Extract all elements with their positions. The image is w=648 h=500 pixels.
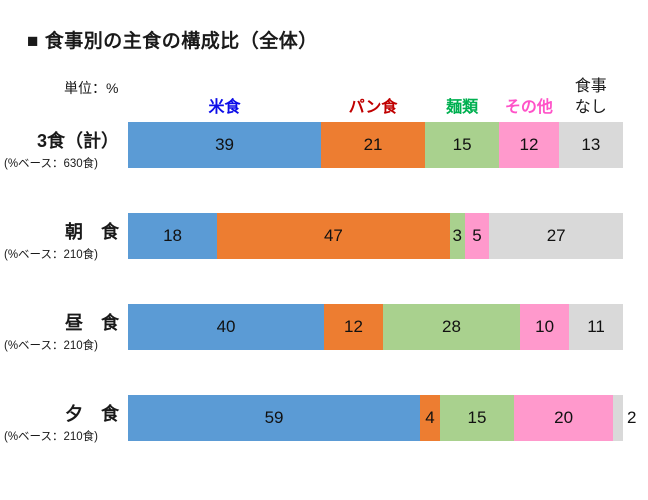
- bar-segment-no-meal: 27: [489, 213, 623, 259]
- segment-value: 10: [535, 317, 555, 336]
- legend-item-no-meal: 食事 なし: [574, 77, 607, 117]
- segment-value: 20: [554, 408, 574, 427]
- segment-value: 47: [323, 226, 343, 245]
- chart-row: 昼 食 (%ベース：210食) 40 12 28 10 11: [0, 304, 648, 352]
- bar-segment-bread: 47: [217, 213, 450, 259]
- segment-value: 28: [442, 317, 461, 336]
- bar-segment-no-meal: 11: [569, 304, 624, 350]
- bar-segment-noodles: 28: [382, 304, 521, 350]
- page-title: ■ 食事別の主食の構成比（全体）: [27, 31, 318, 52]
- bar-segment-noodles: 3: [449, 213, 465, 259]
- chart-row: 朝 食 (%ベース：210食) 18 47 3 5 27: [0, 213, 648, 261]
- bar-segment-bread: 21: [321, 122, 425, 168]
- category-label: 夕 食: [65, 404, 119, 424]
- row-label-block: 3食（計） (%ベース：630食): [0, 122, 128, 170]
- chart-rows: 3食（計） (%ベース：630食) 39 21 15 12 13 朝 食 (%ベース：210食)…: [0, 122, 648, 486]
- bar-segment-no-meal: [613, 395, 623, 441]
- stacked-bar: 18 47 3 5 27: [128, 213, 623, 259]
- stacked-bar: 59 4 15 20: [128, 395, 623, 441]
- segment-value: 11: [587, 317, 605, 336]
- bar-segment-other: 12: [499, 122, 559, 168]
- category-sublabel: (%ベース：630食): [4, 157, 98, 170]
- segment-value: 13: [581, 135, 601, 154]
- legend-item-noodles: 麺類: [446, 99, 479, 117]
- segment-value: 12: [343, 317, 363, 336]
- bar-wrap: 59 4 15 20 2: [128, 395, 636, 441]
- category-sublabel: (%ベース：210食): [4, 339, 98, 352]
- segment-value: 5: [472, 226, 482, 245]
- category-label: 朝 食: [65, 222, 119, 242]
- stacked-bar: 40 12 28 10 11: [128, 304, 624, 350]
- bar-segment-rice: 59: [128, 395, 421, 441]
- bar-segment-noodles: 15: [439, 395, 515, 441]
- segment-value: 18: [163, 226, 182, 245]
- segment-value: 40: [216, 317, 236, 336]
- legend-item-other: その他: [504, 99, 553, 117]
- segment-value: 15: [452, 135, 472, 154]
- legend-item-bread: パン食: [348, 99, 398, 117]
- chart-legend: 米食 パン食 麺類 その他 食事 なし: [128, 64, 623, 120]
- bar-segment-bread: 12: [324, 304, 383, 350]
- bar-wrap: 18 47 3 5 27: [128, 213, 623, 259]
- segment-value: 3: [452, 226, 462, 245]
- bar-segment-rice: 18: [128, 213, 218, 259]
- segment-value: 21: [363, 135, 383, 154]
- bar-wrap: 39 21 15 12 13: [128, 122, 623, 168]
- bar-segment-other: 10: [520, 304, 570, 350]
- stacked-bar: 39 21 15 12 13: [128, 122, 623, 168]
- chart-row: 3食（計） (%ベース：630食) 39 21 15 12 13: [0, 122, 648, 170]
- bar-segment-rice: 40: [128, 304, 325, 350]
- category-sublabel: (%ベース：210食): [4, 248, 98, 261]
- row-label-block: 昼 食 (%ベース：210食): [0, 304, 128, 352]
- bar-segment-noodles: 15: [425, 122, 500, 168]
- unit-label: 単位：%: [64, 80, 119, 96]
- segment-value: 27: [546, 226, 566, 245]
- segment-value: 39: [215, 135, 234, 154]
- bar-segment-no-meal: 13: [558, 122, 623, 168]
- bar-segment-bread: 4: [420, 395, 440, 441]
- row-label-block: 夕 食 (%ベース：210食): [0, 395, 128, 443]
- row-label-block: 朝 食 (%ベース：210食): [0, 213, 128, 261]
- segment-value-outside: 2: [627, 408, 637, 427]
- chart-row: 夕 食 (%ベース：210食) 59 4 15 20 2: [0, 395, 648, 443]
- category-label: 3食（計）: [36, 131, 119, 151]
- legend-item-rice: 米食: [208, 99, 241, 117]
- segment-value: 12: [519, 135, 539, 154]
- bar-segment-other: 20: [514, 395, 614, 441]
- category-sublabel: (%ベース：210食): [4, 430, 98, 443]
- bar-segment-other: 5: [464, 213, 490, 259]
- bar-segment-rice: 39: [128, 122, 322, 168]
- bar-wrap: 40 12 28 10 11: [128, 304, 624, 350]
- segment-value: 4: [425, 408, 435, 427]
- category-label: 昼 食: [65, 313, 119, 333]
- segment-value: 59: [264, 408, 284, 427]
- segment-value: 15: [467, 408, 487, 427]
